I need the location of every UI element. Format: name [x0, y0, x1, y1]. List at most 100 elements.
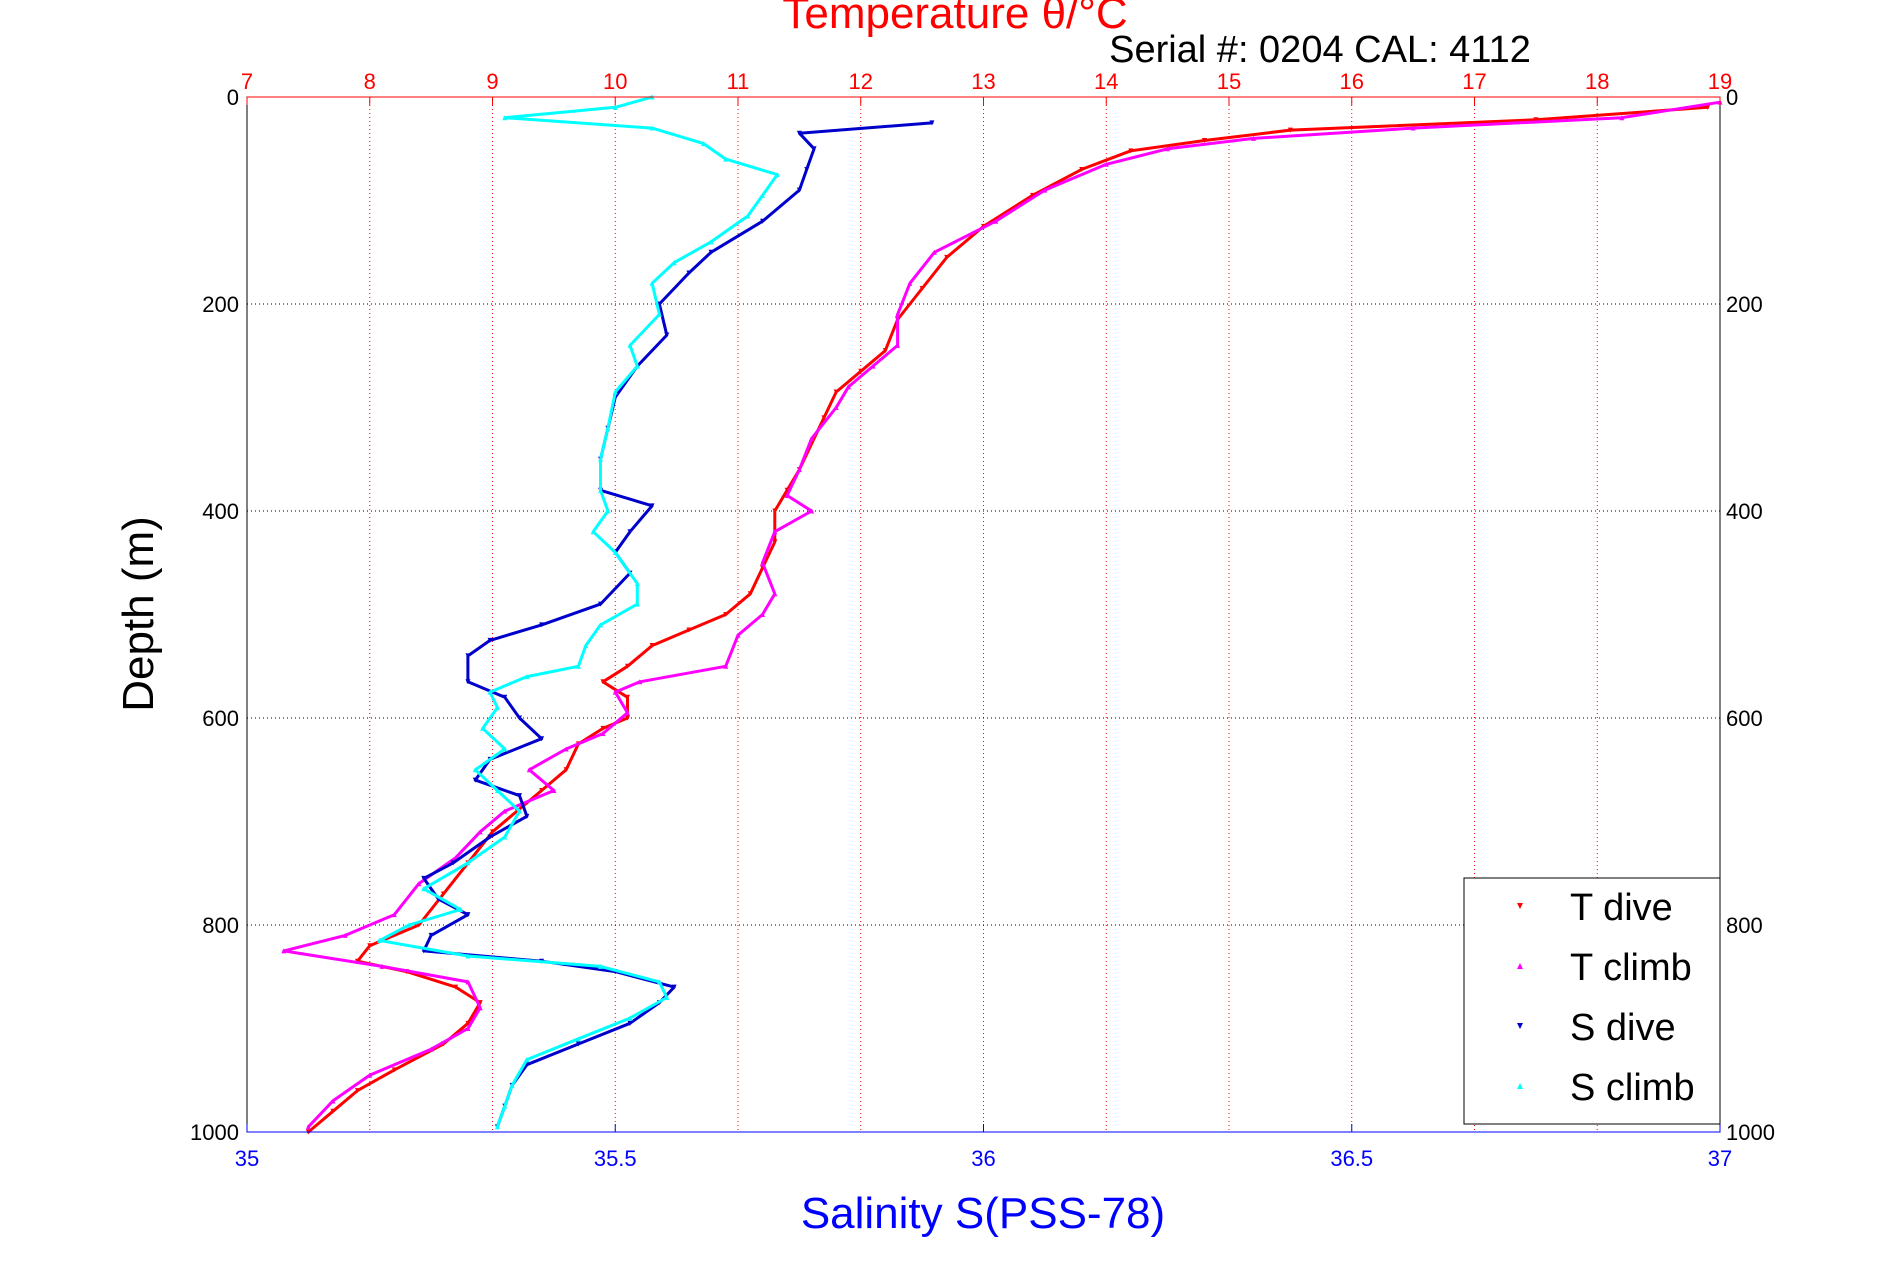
data-point: [598, 963, 604, 969]
data-point: [723, 612, 729, 617]
data-point: [487, 637, 493, 643]
data-point: [735, 632, 741, 638]
data-point: [367, 943, 373, 949]
data-point: [421, 886, 427, 892]
data-point: [428, 932, 434, 938]
data-point: [1079, 166, 1085, 172]
data-point: [1619, 115, 1625, 121]
data-point: [772, 591, 778, 597]
data-point: [450, 860, 456, 866]
legend-marker: [1517, 1083, 1523, 1089]
depth-tick-label-right: 0: [1726, 85, 1738, 110]
data-point: [598, 487, 604, 493]
temperature-tick-label: 13: [971, 69, 995, 94]
data-point: [440, 891, 446, 897]
data-point: [723, 156, 729, 162]
data-point: [465, 1020, 471, 1026]
data-point: [760, 192, 766, 198]
salinity-tick-label: 35: [235, 1146, 259, 1171]
data-point: [605, 425, 611, 431]
data-point: [526, 767, 532, 773]
data-point: [502, 834, 508, 840]
data-point: [634, 601, 640, 607]
data-point: [944, 254, 950, 260]
data-point: [477, 1000, 483, 1006]
data-point: [701, 141, 707, 147]
legend-marker: [1517, 963, 1523, 969]
data-point: [809, 436, 815, 442]
data-point: [664, 332, 670, 338]
data-point: [625, 694, 631, 700]
data-point: [281, 948, 287, 954]
temperature-tick-label: 11: [727, 69, 750, 94]
data-point: [774, 172, 780, 178]
data-point: [367, 1072, 373, 1078]
temperature-tick-label: 9: [486, 69, 498, 94]
data-point: [634, 580, 640, 586]
legend-label: S dive: [1570, 1007, 1676, 1049]
data-point: [539, 787, 545, 793]
data-point: [575, 1036, 581, 1042]
data-point: [428, 1046, 434, 1052]
data-point: [487, 834, 493, 840]
data-point: [465, 653, 471, 659]
data-point: [509, 1082, 515, 1088]
data-point: [760, 560, 766, 566]
depth-tick-label-left: 800: [202, 913, 239, 938]
temperature-tick-label: 14: [1094, 69, 1118, 94]
data-point: [305, 1124, 311, 1130]
data-point: [745, 213, 751, 219]
data-point: [649, 503, 655, 509]
legend-label: T dive: [1570, 887, 1673, 929]
data-point: [465, 979, 471, 985]
data-point: [472, 777, 478, 783]
data-point: [524, 674, 530, 680]
data-point: [330, 1108, 336, 1114]
data-point: [465, 953, 471, 959]
data-point: [809, 508, 815, 514]
data-point: [1287, 127, 1293, 133]
data-point: [870, 363, 876, 369]
data-point: [524, 1057, 530, 1063]
data-point: [502, 808, 508, 814]
data-point: [708, 249, 714, 255]
legend-label: T climb: [1570, 947, 1692, 989]
data-point: [772, 508, 778, 514]
data-point: [772, 539, 778, 545]
depth-tick-label-right: 600: [1726, 706, 1763, 731]
data-point: [656, 311, 662, 317]
data-point: [1165, 146, 1171, 152]
data-point: [627, 529, 633, 535]
data-point: [612, 549, 618, 555]
data-point: [583, 643, 589, 649]
data-point: [465, 860, 471, 866]
data-point: [625, 663, 631, 669]
data-point: [1042, 187, 1048, 193]
legend-marker: [1517, 903, 1523, 909]
data-point: [524, 813, 530, 819]
legend: T dive T climb S dive S climb: [1463, 877, 1721, 1125]
data-point: [625, 710, 631, 716]
data-point: [465, 1026, 471, 1031]
salinity-tick-label: 37: [1708, 1146, 1732, 1171]
data-point: [821, 415, 827, 421]
data-point: [563, 767, 569, 773]
data-point: [671, 984, 677, 990]
data-point: [598, 456, 604, 462]
depth-tick-label-right: 400: [1726, 499, 1763, 524]
data-point: [330, 1098, 336, 1104]
data-point: [480, 725, 486, 731]
data-point: [907, 280, 913, 286]
data-point: [664, 994, 670, 1000]
data-point: [656, 979, 662, 985]
data-point: [539, 736, 545, 742]
data-point: [1410, 125, 1416, 131]
temperature-tick-label: 17: [1462, 69, 1486, 94]
salinity-tick-label: 36: [971, 1146, 995, 1171]
data-point: [845, 384, 851, 390]
data-point: [472, 767, 478, 773]
data-point: [598, 601, 604, 607]
data-point: [686, 270, 692, 276]
series-s-climb: [377, 94, 780, 1130]
